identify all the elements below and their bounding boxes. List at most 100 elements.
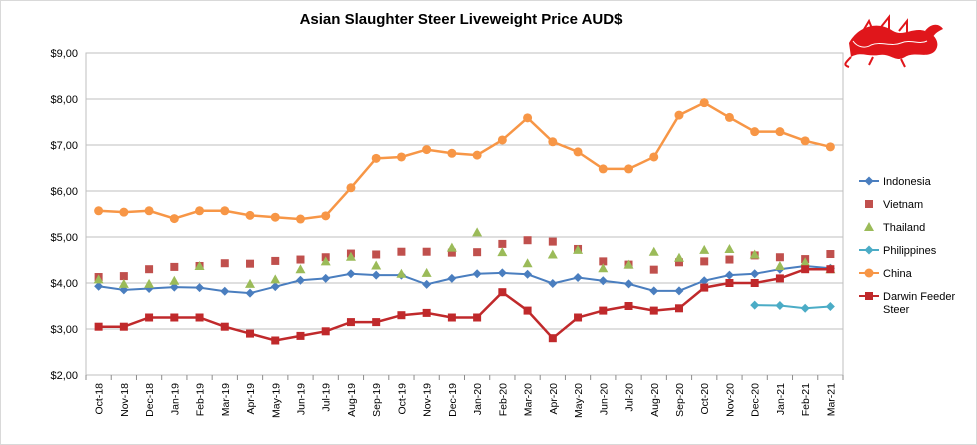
- data-point-china: [245, 210, 255, 220]
- x-tick-label: Feb-20: [497, 383, 509, 416]
- data-point-indonesia: [245, 288, 255, 298]
- legend-label-thailand: Thailand: [883, 222, 925, 234]
- data-point-indonesia: [195, 283, 205, 293]
- series-line-indonesia: [98, 264, 831, 295]
- data-point-indonesia: [573, 272, 583, 282]
- x-tick-label: Jul-20: [624, 383, 636, 412]
- series-line-darwin-feeder-steer: [98, 267, 831, 342]
- x-tick-label: Nov-18: [119, 383, 131, 417]
- x-tick-label: Aug-20: [649, 383, 661, 417]
- data-point-thailand: [93, 274, 104, 284]
- data-point-darwin-feeder-steer: [94, 322, 103, 331]
- data-point-darwin-feeder-steer: [372, 318, 381, 327]
- data-point-indonesia: [422, 279, 432, 289]
- series-line-china: [98, 101, 831, 221]
- data-point-indonesia: [624, 279, 634, 289]
- data-point-indonesia: [447, 273, 457, 283]
- data-point-thailand: [673, 252, 684, 262]
- data-point-thailand: [320, 256, 331, 266]
- data-point-philippines: [800, 303, 810, 313]
- data-point-china: [472, 150, 482, 160]
- data-point-thailand: [446, 242, 457, 252]
- data-point-vietnam: [523, 236, 532, 245]
- data-point-china: [295, 214, 305, 224]
- data-point-indonesia: [94, 281, 104, 291]
- dragon-logo: [844, 14, 943, 68]
- data-point-vietnam: [422, 247, 431, 256]
- legend-marker-indonesia: [864, 176, 874, 186]
- data-point-vietnam: [473, 248, 482, 257]
- data-point-china: [548, 137, 558, 147]
- data-point-thailand: [497, 247, 508, 257]
- data-point-thailand: [295, 264, 306, 274]
- data-point-darwin-feeder-steer: [548, 334, 557, 343]
- data-point-darwin-feeder-steer: [725, 279, 734, 287]
- data-point-china: [825, 142, 835, 152]
- data-point-china: [497, 135, 507, 145]
- data-point-thailand: [169, 275, 180, 285]
- x-tick-label: Oct-18: [94, 383, 106, 415]
- y-tick-label: $4,00: [50, 278, 78, 290]
- data-point-indonesia: [371, 270, 381, 280]
- chart-title: Asian Slaughter Steer Liveweight Price A…: [299, 11, 623, 28]
- legend-label-indonesia: Indonesia: [883, 176, 932, 188]
- data-point-thailand: [421, 267, 432, 277]
- x-tick-label: Oct-19: [396, 383, 408, 415]
- data-point-darwin-feeder-steer: [826, 265, 835, 274]
- data-point-thailand: [749, 249, 760, 259]
- data-point-thailand: [547, 249, 558, 259]
- x-tick-label: Mar-19: [220, 383, 232, 416]
- data-point-china: [346, 183, 356, 193]
- data-point-china: [724, 112, 734, 122]
- data-point-vietnam: [725, 255, 734, 264]
- data-point-darwin-feeder-steer: [649, 306, 658, 315]
- data-point-china: [169, 214, 179, 224]
- legend-label-darwin-feeder-steer-line2: Steer: [883, 304, 910, 316]
- data-point-darwin-feeder-steer: [750, 279, 759, 287]
- data-point-china: [624, 164, 634, 174]
- x-tick-label: Nov-19: [422, 383, 434, 417]
- data-point-vietnam: [170, 262, 179, 271]
- data-point-thailand: [598, 263, 609, 273]
- series-line-philippines: [754, 304, 831, 310]
- data-point-thailand: [118, 278, 129, 288]
- data-point-vietnam: [826, 250, 835, 259]
- data-point-thailand: [345, 251, 356, 261]
- x-tick-label: Jul-19: [321, 383, 333, 412]
- data-point-thailand: [774, 260, 785, 270]
- data-point-vietnam: [775, 253, 784, 262]
- data-point-vietnam: [498, 239, 507, 248]
- data-point-china: [371, 153, 381, 163]
- x-tick-label: Mar-21: [825, 383, 837, 416]
- data-point-indonesia: [674, 286, 684, 296]
- data-point-darwin-feeder-steer: [170, 313, 179, 322]
- legend-marker-philippines: [864, 245, 874, 255]
- data-point-darwin-feeder-steer: [775, 274, 784, 283]
- data-point-indonesia: [270, 282, 280, 292]
- y-tick-label: $9,00: [50, 48, 78, 60]
- data-point-vietnam: [700, 257, 709, 266]
- data-point-china: [674, 110, 684, 120]
- x-tick-label: Sep-19: [371, 383, 383, 417]
- data-point-china: [396, 152, 406, 162]
- data-point-darwin-feeder-steer: [801, 265, 810, 274]
- legend-label-philippines: Philippines: [883, 245, 937, 257]
- x-tick-label: Jun-19: [295, 383, 307, 415]
- data-point-vietnam: [372, 250, 381, 259]
- data-point-vietnam: [447, 248, 456, 257]
- data-point-darwin-feeder-steer: [220, 322, 229, 331]
- data-point-philippines: [825, 301, 835, 311]
- data-point-china: [270, 212, 280, 222]
- x-tick-label: Jan-20: [472, 383, 484, 415]
- legend-label-darwin-feeder-steer: Darwin Feeder: [883, 291, 955, 303]
- data-point-china: [119, 207, 129, 217]
- data-point-china: [523, 113, 533, 123]
- x-tick-label: Aug-19: [346, 383, 358, 417]
- x-tick-label: Dec-18: [144, 383, 156, 417]
- data-point-darwin-feeder-steer: [422, 308, 431, 317]
- data-point-vietnam: [649, 265, 658, 274]
- data-point-indonesia: [523, 269, 533, 279]
- data-point-indonesia: [169, 282, 179, 292]
- data-point-darwin-feeder-steer: [397, 311, 406, 320]
- x-tick-label: Jan-21: [775, 383, 787, 415]
